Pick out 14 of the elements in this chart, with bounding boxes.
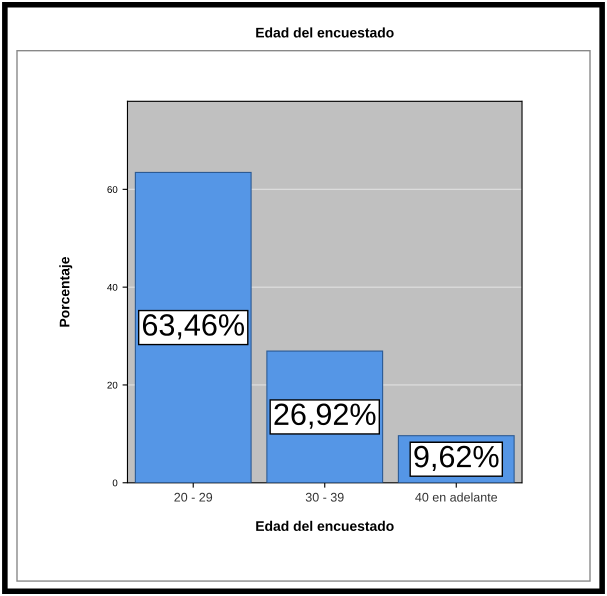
- x-tick-label: 40 en adelante: [415, 492, 498, 502]
- x-tick-label: 30 - 39: [306, 492, 344, 502]
- y-tick-label: 0: [112, 479, 118, 486]
- y-axis-title: Porcentaje: [59, 257, 72, 327]
- y-tick-label: 40: [107, 284, 118, 291]
- bar: [134, 172, 252, 483]
- x-axis-title: Edad del encuestado: [256, 520, 394, 532]
- y-tick-label: 20: [107, 382, 118, 389]
- data-label: 63,46%: [142, 314, 244, 340]
- chart-title: Edad del encuestado: [256, 27, 394, 38]
- data-label: 26,92%: [274, 404, 376, 429]
- x-tick-label: 20 - 29: [174, 492, 212, 502]
- data-label: 9,62%: [414, 446, 498, 472]
- y-tick-label: 60: [107, 186, 118, 193]
